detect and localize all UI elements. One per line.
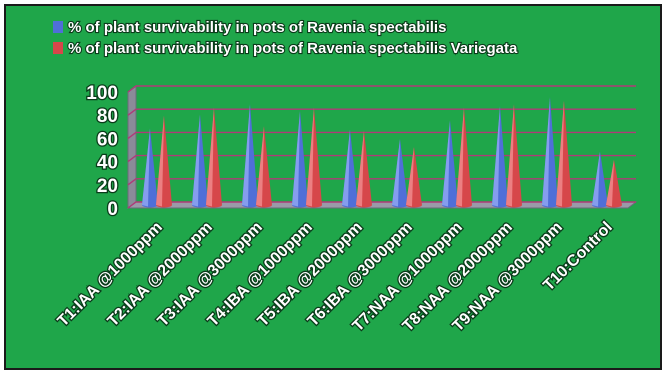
legend-label-2: % of plant survivability in pots of Rave… — [68, 40, 518, 57]
gridline-100 — [127, 85, 636, 93]
y-tick-label: 20 — [97, 176, 118, 197]
cone-s2-5 — [356, 130, 372, 208]
cone-bar-chart: % of plant survivability in pots of Rave… — [53, 18, 638, 337]
cone-s2-4 — [306, 107, 322, 208]
cone-s2-2 — [206, 107, 222, 208]
cone-s2-8 — [506, 104, 522, 208]
legend-swatch-2 — [53, 42, 63, 54]
y-tick-label: 60 — [97, 129, 118, 150]
cone-s1-6 — [392, 138, 408, 208]
cone-s1-2 — [192, 114, 208, 208]
cone-s2-3 — [256, 126, 272, 208]
y-tick-label: 80 — [97, 106, 118, 127]
cone-s1-10 — [592, 151, 608, 208]
cone-s1-9 — [542, 97, 558, 208]
legend-label-1: % of plant survivability in pots of Rave… — [68, 19, 446, 36]
gridline-80 — [127, 108, 636, 116]
y-tick-label: 100 — [86, 83, 118, 104]
y-tick-label: 40 — [97, 153, 118, 174]
data-cones — [142, 97, 622, 208]
cone-s1-1 — [142, 128, 158, 208]
legend: % of plant survivability in pots of Rave… — [53, 18, 519, 58]
cone-s2-9 — [556, 100, 572, 208]
cone-s2-7 — [456, 107, 472, 208]
cone-s1-7 — [442, 120, 458, 208]
cone-s1-4 — [292, 111, 308, 208]
gridline-40 — [127, 154, 636, 163]
cone-s1-5 — [342, 129, 358, 208]
cone-s1-8 — [492, 106, 508, 208]
cone-s2-6 — [406, 147, 422, 208]
legend-swatch-1 — [53, 21, 63, 33]
chart-side-wall — [127, 85, 137, 209]
gridline-60 — [127, 131, 636, 139]
cone-s2-1 — [156, 115, 172, 208]
cone-s1-3 — [242, 104, 258, 208]
y-tick-label: 0 — [107, 199, 118, 220]
chart-area: % of plant survivability in pots of Rave… — [4, 4, 662, 370]
cone-s2-10 — [606, 159, 622, 208]
